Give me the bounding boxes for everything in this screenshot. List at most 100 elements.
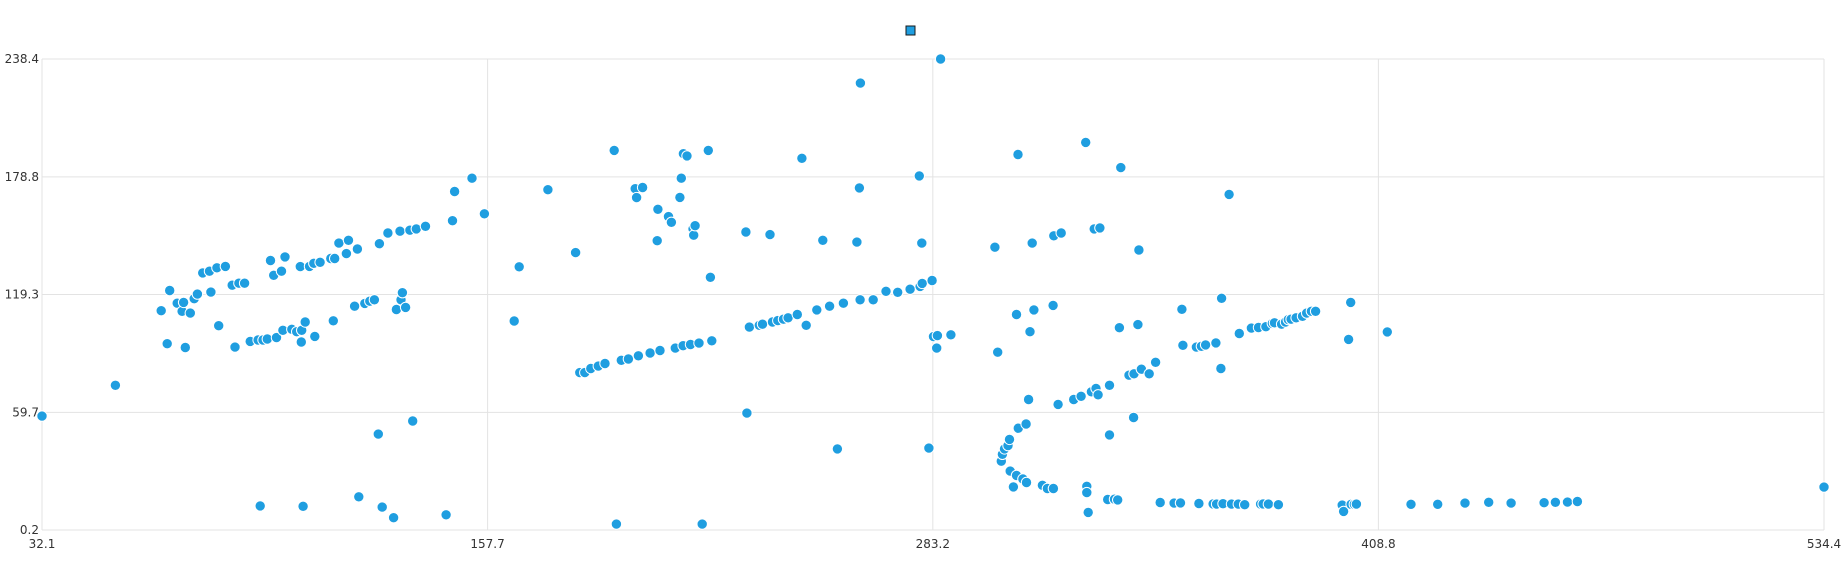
data-point [702, 144, 714, 157]
data-point [854, 294, 866, 306]
data-point [931, 329, 944, 342]
data-point [1239, 499, 1251, 511]
data-point [213, 320, 225, 332]
data-point [1028, 304, 1040, 316]
data-point [854, 77, 867, 89]
data-point [466, 172, 478, 184]
data-point [353, 491, 365, 503]
data-point [542, 184, 554, 196]
data-point [513, 261, 525, 273]
data-point [811, 304, 823, 316]
axis-ticks: 32.1 157.7 283.2 408.8 534.4 238.4 178.8 119.3 5… [5, 52, 1842, 551]
data-point [654, 344, 666, 357]
data-point [706, 335, 718, 347]
data-point [923, 442, 935, 454]
data-point [1223, 188, 1235, 201]
data-point [1176, 303, 1188, 315]
data-point [696, 518, 708, 530]
data-point [351, 243, 364, 255]
data-point [333, 237, 345, 249]
data-point [652, 203, 664, 216]
data-point [184, 307, 197, 319]
data-point [342, 234, 355, 247]
data-point [270, 331, 283, 344]
data-point [989, 241, 1001, 253]
data-point [373, 238, 386, 250]
data-point [448, 185, 461, 198]
data-point [219, 260, 232, 273]
data-point [740, 226, 752, 238]
data-point [926, 274, 938, 287]
data-point [693, 337, 705, 349]
data-point [892, 286, 904, 298]
data-point [161, 338, 173, 350]
x-tick-label: 534.4 [1807, 537, 1841, 551]
data-point [1075, 390, 1087, 402]
data-point [1432, 498, 1444, 510]
data-point [630, 191, 643, 204]
data-point [599, 357, 611, 370]
data-point [1103, 429, 1116, 441]
data-point [1112, 494, 1124, 506]
data-point [1350, 498, 1363, 510]
data-point [608, 144, 620, 157]
data-point [1199, 339, 1212, 351]
data-point [36, 410, 48, 422]
data-point [340, 247, 353, 260]
data-point [632, 350, 645, 362]
data-point [1818, 481, 1830, 493]
grid [41, 58, 1825, 531]
data-point [644, 347, 656, 359]
data-point [264, 254, 277, 267]
data-point [1094, 222, 1106, 234]
data-point [916, 237, 928, 249]
x-tick-label: 157.7 [470, 537, 504, 551]
data-point [1127, 411, 1140, 424]
data-point [1149, 356, 1162, 368]
data-point [796, 152, 808, 165]
data-point [1132, 318, 1144, 331]
data-point [1549, 496, 1562, 508]
data-point [1103, 379, 1116, 391]
data-point [396, 287, 409, 299]
data-point [394, 225, 406, 237]
data-point [853, 182, 866, 194]
data-point [348, 300, 361, 312]
data-point [419, 220, 432, 233]
data-point [295, 336, 307, 348]
data-points [36, 53, 1830, 530]
data-point [155, 305, 167, 317]
data-point [1007, 481, 1020, 493]
data-point [1177, 339, 1189, 351]
data-point [478, 208, 491, 220]
data-point [1215, 362, 1227, 375]
y-tick-label: 59.7 [12, 405, 39, 419]
data-point [1115, 161, 1127, 174]
data-point [1272, 499, 1285, 511]
data-point [372, 428, 384, 440]
data-point [916, 277, 928, 290]
data-point [764, 228, 776, 241]
data-point [508, 315, 520, 327]
data-point [1561, 496, 1574, 508]
data-point [688, 229, 700, 241]
data-point [1154, 496, 1166, 509]
data-point [674, 191, 686, 204]
data-point [817, 234, 829, 247]
data-point [164, 284, 176, 297]
data-point [387, 512, 400, 524]
legend-marker [905, 25, 916, 36]
data-point [1538, 497, 1550, 509]
data-point [254, 500, 266, 512]
data-point [1052, 398, 1064, 411]
data-point [945, 329, 957, 341]
data-point [1405, 498, 1417, 510]
data-point [382, 227, 394, 239]
data-point [368, 294, 381, 306]
data-point [689, 220, 701, 232]
data-point [1337, 505, 1350, 518]
y-tick-label: 0.2 [20, 523, 39, 537]
data-point [1210, 337, 1222, 349]
data-point [992, 346, 1004, 358]
